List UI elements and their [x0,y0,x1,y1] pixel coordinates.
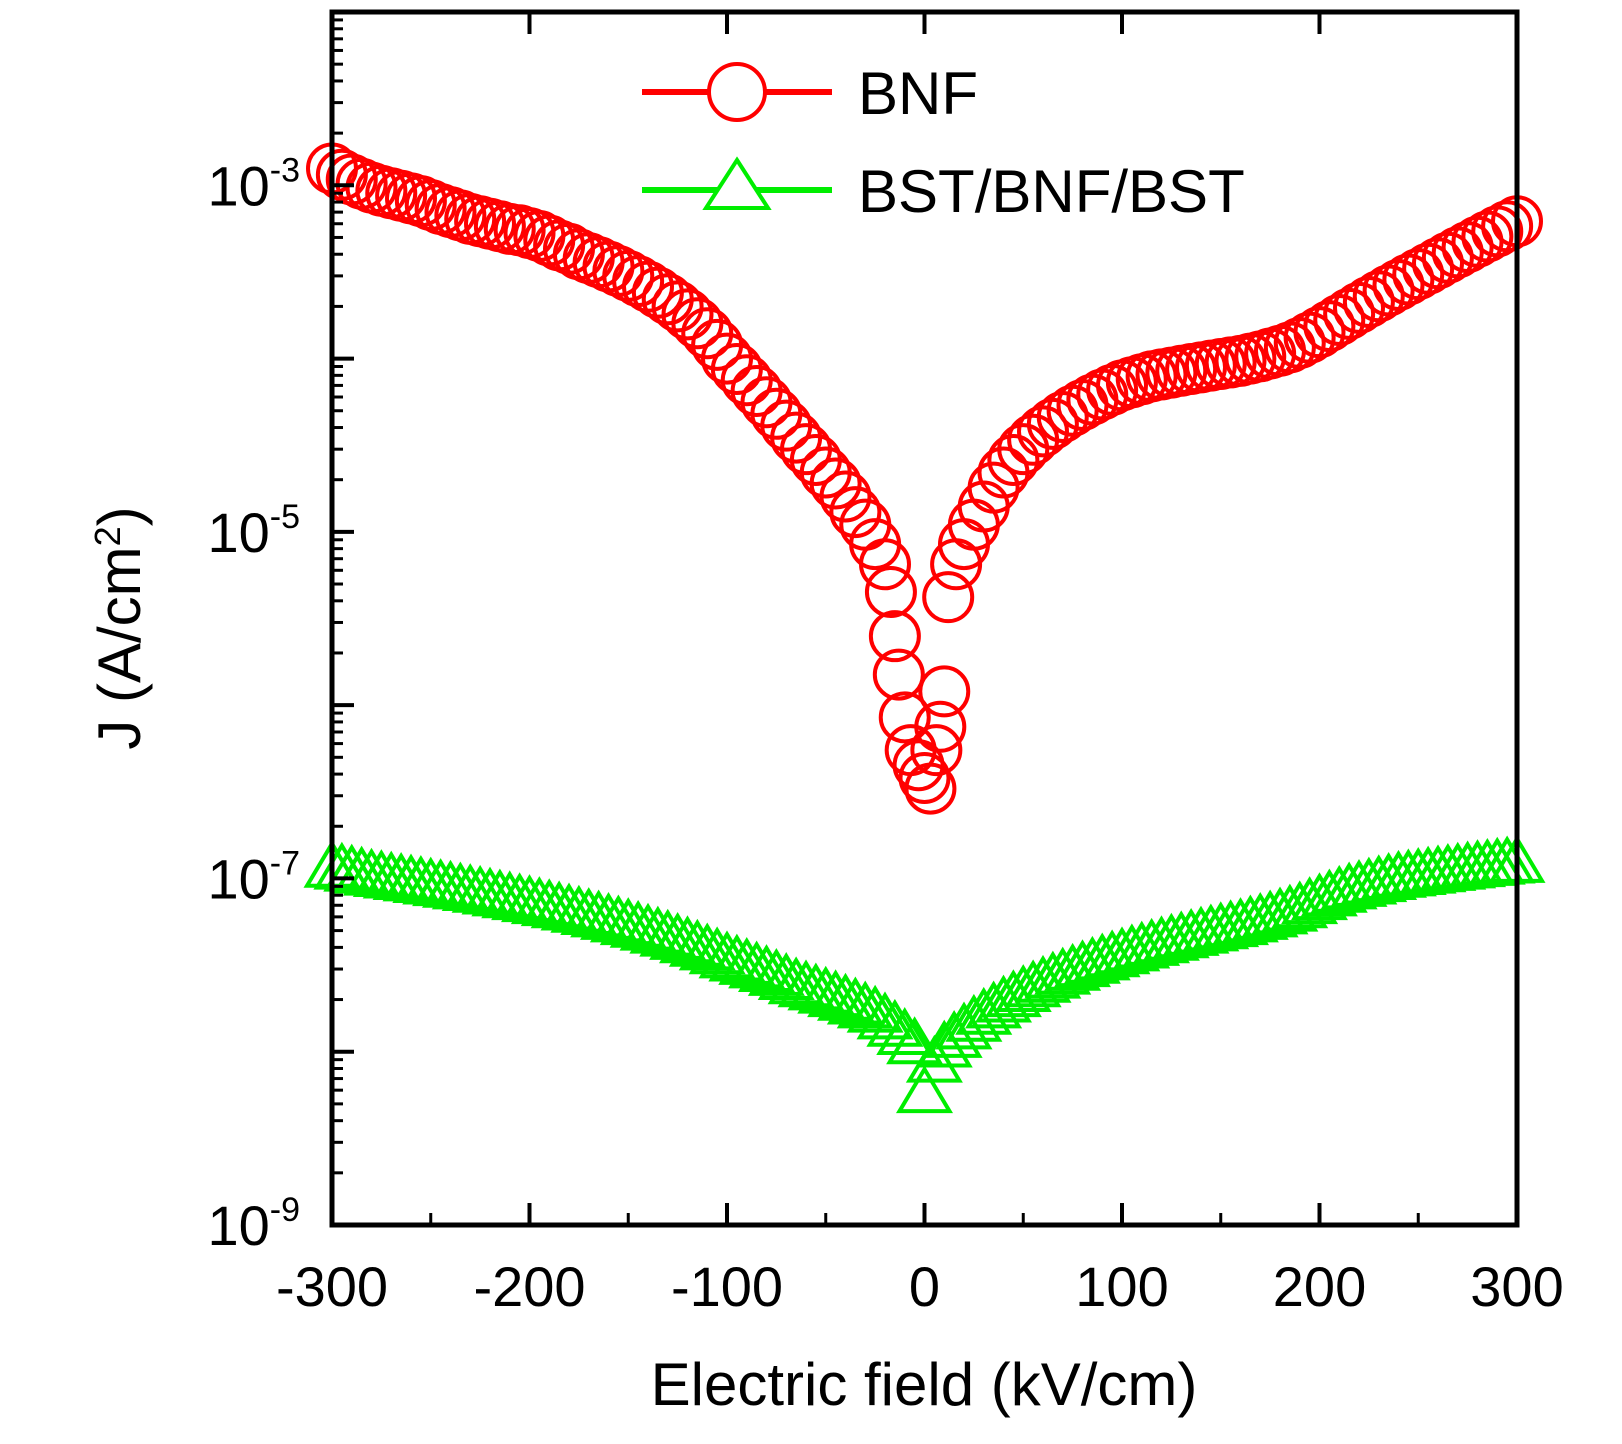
y-tick-label-base: 10 [207,1194,269,1257]
data-point-triangle [984,969,1042,1018]
y-axis-label-close: ) [86,506,153,526]
x-tick-label: -100 [671,1255,783,1318]
data-point-circle [809,457,862,510]
y-axis-label: J (A/cm2) [86,506,153,749]
legend: BNF BST/BNF/BST [642,60,1245,225]
legend-label-bnf: BNF [858,60,978,127]
series-bst-bnf-bst [303,834,1546,1114]
data-point-circle [910,724,963,777]
data-point-triangle [994,964,1052,1013]
data-point-triangle [520,878,578,927]
y-tick-label-base: 10 [207,154,269,217]
y-tick-label-base: 10 [207,847,269,910]
y-axis-label-sup: 2 [87,526,128,546]
data-point-triangle [915,1019,973,1068]
data-point-circle [904,762,957,815]
data-point-triangle [895,1065,954,1114]
plot-marks [303,142,1546,1114]
data-point-triangle [540,882,598,931]
x-tick-label: 0 [909,1255,940,1318]
x-tick-label: 100 [1075,1255,1168,1318]
data-point-circle [898,751,951,804]
y-tick-labels: 10-310-510-710-9 [207,151,300,1257]
data-point-circle [922,571,975,624]
data-point-triangle [846,984,904,1033]
data-point-circle [864,565,917,618]
y-tick-label: 10-7 [207,844,300,910]
data-point-circle [1481,200,1534,253]
data-point-triangle [886,1016,944,1065]
legend-marker-bst [702,156,772,210]
data-point-triangle [925,1010,983,1058]
legend-label-bst: BST/BNF/BST [858,158,1245,225]
data-point-circle [918,665,971,718]
legend-marker-bnf [707,62,767,122]
data-point-triangle [1004,959,1062,1008]
data-point-triangle [510,876,568,925]
y-tick-label-exponent: -7 [270,844,300,882]
data-point-triangle [550,884,608,933]
data-point-circle [914,700,967,753]
data-point-triangle [323,843,381,892]
data-point-triangle [974,974,1033,1023]
data-point-circle [868,610,921,663]
x-tick-label: -200 [473,1255,585,1318]
y-tick-label-exponent: -5 [270,498,300,536]
y-tick-label-exponent: -3 [270,151,300,189]
data-point-circle [878,691,931,744]
data-point-circle [651,280,704,333]
data-point-circle [987,433,1040,486]
data-point-circle [967,461,1020,514]
data-point-triangle [876,1007,934,1055]
plot-frame [329,9,1520,1228]
x-tick-label: 300 [1470,1255,1563,1318]
x-tick-label: 200 [1273,1255,1366,1318]
data-point-triangle [500,874,559,923]
data-point-triangle [530,880,588,929]
y-tick-label: 10-9 [207,1191,300,1257]
data-point-triangle [856,991,914,1040]
x-tick-label: -300 [276,1255,388,1318]
data-point-triangle [866,998,924,1047]
x-tick-labels: -300 -200 -100 0 100 200 300 [276,1255,1564,1318]
y-tick-label-exponent: -9 [270,1191,300,1229]
data-point-circle [859,538,911,591]
data-point-circle [872,648,925,701]
y-tick-label: 10-3 [207,151,300,217]
series-bnf [306,142,1543,815]
data-point-circle [829,486,882,539]
y-tick-label: 10-5 [207,498,300,564]
y-axis-label-main: J (A/cm [86,546,153,749]
x-axis-label: Electric field (kV/cm) [651,1351,1198,1418]
data-point-circle [1017,405,1069,458]
data-point-triangle [333,845,391,894]
data-point-triangle [1271,880,1329,929]
y-tick-label-base: 10 [207,501,269,564]
data-point-triangle [560,887,618,936]
data-point-triangle [1014,954,1072,1003]
data-point-circle [661,288,714,341]
data-point-circle [819,470,872,523]
